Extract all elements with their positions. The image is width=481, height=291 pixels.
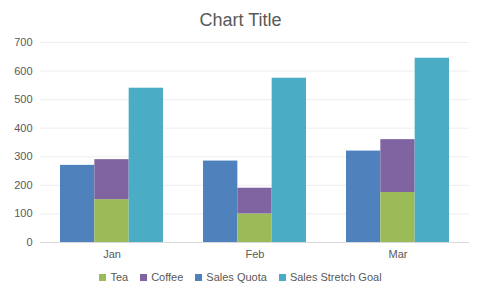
html-text:Tea: Tea — [110, 271, 129, 283]
html-text:Sales Quota: Sales Quota — [206, 271, 267, 283]
html-text:Chart Title: Chart Title — [199, 10, 282, 30]
svg-text:400: 400 — [14, 122, 32, 134]
svg-text:Jan: Jan — [103, 248, 121, 260]
html-text:Coffee: Coffee — [151, 271, 184, 283]
svg-text:600: 600 — [14, 65, 32, 77]
html-text:Sales Stretch Goal: Sales Stretch Goal — [289, 271, 382, 283]
svg-text:700: 700 — [14, 36, 32, 48]
svg-text:300: 300 — [14, 150, 32, 162]
svg-text:100: 100 — [14, 207, 32, 219]
svg-text:Feb: Feb — [246, 248, 265, 260]
svg-text:0: 0 — [26, 236, 32, 248]
svg-text:200: 200 — [14, 179, 32, 191]
svg-text:Mar: Mar — [389, 248, 408, 260]
svg-text:500: 500 — [14, 93, 32, 105]
